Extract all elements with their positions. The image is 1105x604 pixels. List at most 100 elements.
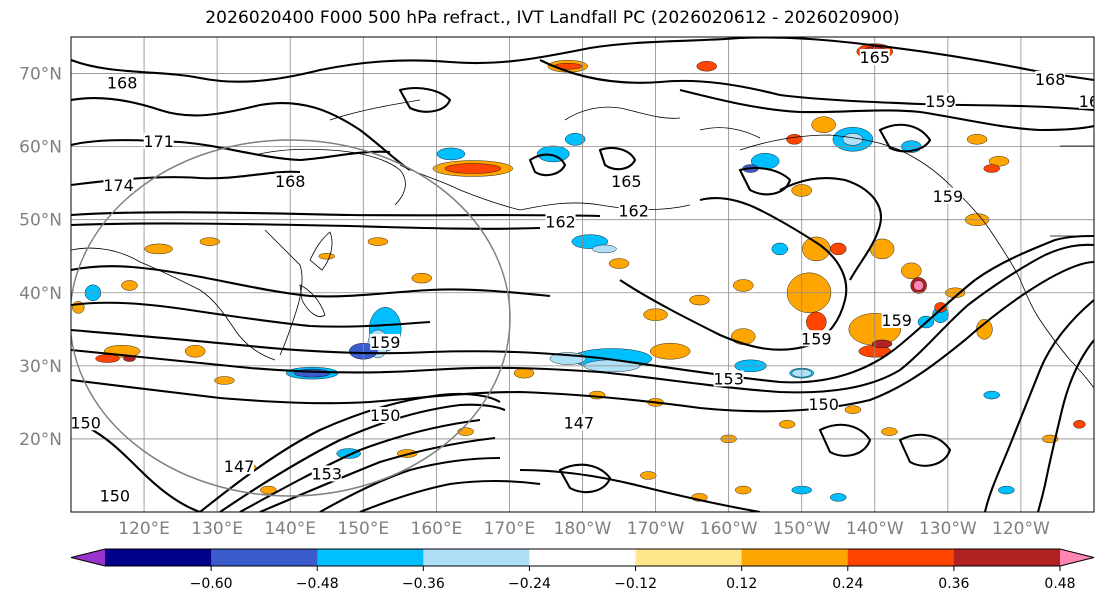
- contour-label-bg: [611, 173, 642, 190]
- colorbar-tick-label: 0.24: [832, 576, 863, 592]
- contour-label-bg: [71, 414, 101, 431]
- contour-label: 150: [70, 413, 101, 432]
- contour-label: 150: [370, 406, 401, 425]
- colorbar-tick-label: −0.12: [614, 576, 657, 592]
- longitude-label: 140°W: [846, 519, 904, 539]
- shading-patch: [786, 134, 803, 145]
- shading-patch: [689, 294, 710, 306]
- contour-label: 159: [881, 311, 912, 330]
- shading-patch: [983, 390, 1000, 400]
- contour-label: 162: [545, 212, 576, 231]
- shading-patch: [844, 405, 862, 414]
- contour-label: 174: [103, 176, 134, 195]
- contour-label-bg: [713, 370, 744, 387]
- longitude-label: 120°W: [992, 519, 1050, 539]
- longitude-label: 140°E: [264, 519, 316, 539]
- shading-patch: [913, 280, 924, 291]
- contour-label: 165: [611, 172, 642, 191]
- shading-patch: [983, 164, 1000, 173]
- shading-patch: [592, 244, 617, 254]
- contour-label: 165: [860, 48, 891, 67]
- contour-label-bg: [370, 333, 401, 350]
- contour-label: 147: [224, 457, 255, 476]
- contour-label: 168: [275, 172, 306, 191]
- shading-patch: [733, 279, 754, 292]
- shading-patch: [649, 343, 691, 360]
- longitude-label: 150°W: [773, 519, 831, 539]
- colorbar-segment: [635, 549, 743, 566]
- colorbar-tick-label: −0.24: [508, 576, 551, 592]
- contour-label-bg: [808, 396, 839, 413]
- contour-label-bg: [311, 465, 342, 482]
- colorbar-over-arrow: [1060, 549, 1094, 566]
- contour-label-bg: [545, 213, 576, 230]
- colorbar-segment: [741, 549, 849, 566]
- shading-patch: [830, 242, 847, 256]
- contour-label: 153: [713, 369, 744, 388]
- contour-label-bg: [801, 330, 832, 347]
- colorbar: −0.60 −0.48 −0.36 −0.24 −0.12 0.12 0.24 0.36 0.4…: [70, 548, 1095, 592]
- contour-label: 159: [933, 187, 964, 206]
- longitude-label: 170°E: [484, 519, 536, 539]
- contour-label-bg: [103, 176, 134, 193]
- colorbar-segment: [105, 549, 212, 566]
- contour-label-bg: [563, 414, 594, 431]
- contour-labels: 165 168 171 174 168 165 168 159 162 159 159 159 159 1…: [70, 48, 1105, 505]
- shading-patch: [608, 258, 630, 269]
- colorbar-tick-label: −0.48: [296, 576, 339, 592]
- shading-patch: [640, 471, 657, 480]
- shading-patch: [214, 376, 235, 385]
- shading-patch: [336, 448, 361, 459]
- longitude-label: 130°W: [919, 519, 977, 539]
- latitude-label: 60°N: [19, 138, 62, 158]
- shading-patch: [901, 262, 922, 280]
- contours: [71, 37, 1094, 512]
- longitude-label: 160°W: [700, 519, 758, 539]
- shading-patch: [513, 367, 535, 379]
- contour-label: 159: [801, 329, 832, 348]
- contour-label: 162: [618, 201, 649, 220]
- contour-label: 162: [1079, 92, 1105, 111]
- shading-patch: [564, 133, 586, 146]
- shading-patch: [95, 354, 120, 363]
- colorbar-segment: [529, 549, 637, 566]
- colorbar-segment: [423, 549, 530, 566]
- latitude-label: 20°N: [19, 430, 62, 450]
- contour-label-bg: [859, 48, 890, 65]
- shading-patch: [48, 479, 64, 487]
- anomaly-shading: [48, 43, 1086, 502]
- shading-patch: [121, 280, 138, 291]
- shading-patch: [411, 272, 432, 284]
- longitude-label: 170°W: [627, 519, 685, 539]
- shading-patch: [778, 420, 796, 429]
- latitude-label: 50°N: [19, 211, 62, 231]
- colorbar-tick-label: −0.36: [402, 576, 445, 592]
- contour-label-bg: [1035, 70, 1066, 87]
- longitude-label: 120°E: [118, 519, 170, 539]
- shading-patch: [1073, 420, 1086, 429]
- chart-title: 2026020400 F000 500 hPa refract., IVT La…: [205, 8, 900, 28]
- contour-label: 168: [1035, 70, 1066, 89]
- shading-patch: [318, 253, 335, 260]
- contour-label-bg: [143, 132, 174, 149]
- radius-ring: [71, 139, 511, 497]
- colorbar-tick-label: 0.48: [1044, 576, 1075, 592]
- contour-label: 147: [564, 413, 595, 432]
- contour-label: 153: [311, 464, 342, 483]
- shading-patch: [771, 242, 788, 256]
- shading-patch: [731, 328, 756, 345]
- colorbar-segment: [953, 549, 1061, 566]
- shading-patch: [871, 339, 893, 349]
- colorbar-outline: [70, 548, 1095, 567]
- shading-patch: [966, 134, 988, 145]
- shading-patch: [988, 156, 1010, 167]
- longitude-labels: 120°E 130°E 140°E 150°E 160°E 170°E 180°W 170°W…: [118, 519, 1050, 539]
- shading-patch: [811, 116, 836, 133]
- shading-patch: [199, 237, 221, 246]
- graticule: [71, 37, 1094, 512]
- contour-label-bg: [224, 458, 255, 475]
- colorbar-segment: [317, 549, 424, 566]
- shading-patch: [735, 485, 752, 495]
- shading-patch: [144, 243, 173, 255]
